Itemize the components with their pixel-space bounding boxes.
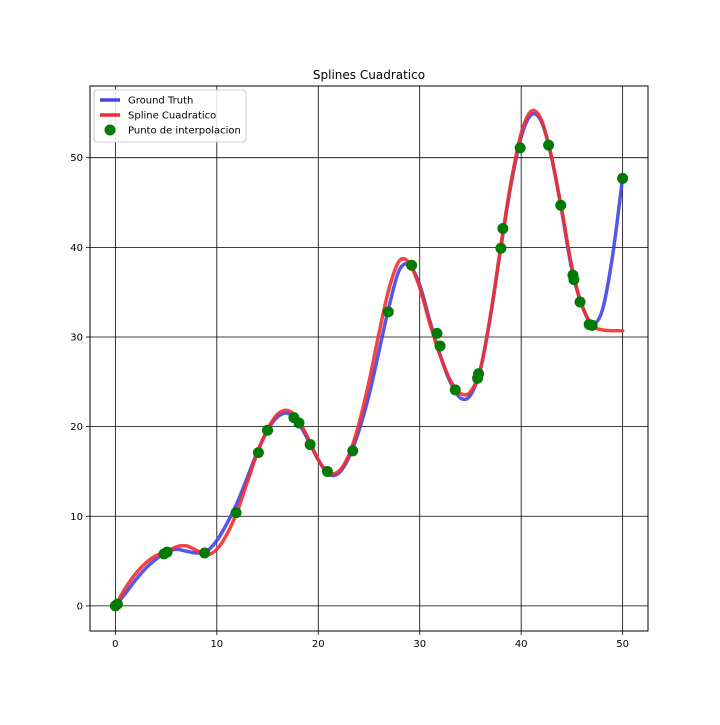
legend: Ground Truth Spline Cuadratico Punto de in…	[93, 89, 247, 143]
interpolation-point	[497, 223, 509, 235]
x-tick-label: 40	[515, 639, 528, 650]
interpolation-point	[111, 598, 123, 610]
x-tick-label: 10	[210, 639, 223, 650]
interpolation-point	[495, 242, 507, 254]
interpolation-point	[382, 306, 394, 318]
axis-ticks: 0 10 20 30 40 50 0 10 20 30 40 50	[70, 153, 629, 650]
interpolation-point	[406, 259, 418, 271]
x-tick-label: 20	[312, 639, 325, 650]
interpolation-point	[230, 507, 242, 519]
interpolation-point	[252, 447, 264, 459]
interpolation-point	[304, 439, 316, 451]
interpolation-point	[555, 199, 567, 211]
legend-label: Punto de interpolacion	[128, 126, 241, 137]
interpolation-point	[574, 296, 586, 308]
interpolation-point	[161, 546, 173, 558]
legend-marker-swatch	[104, 124, 116, 136]
interpolation-point	[586, 319, 598, 331]
interpolation-point	[347, 445, 359, 457]
series-layer	[109, 108, 629, 612]
legend-label: Spline Cuadratico	[128, 111, 216, 122]
interpolation-point	[199, 547, 211, 559]
y-tick-label: 50	[70, 153, 83, 164]
x-tick-label: 50	[616, 639, 629, 650]
interpolation-point	[321, 465, 333, 477]
legend-label: Ground Truth	[128, 96, 193, 107]
y-tick-label: 10	[70, 512, 83, 523]
legend-frame	[93, 89, 247, 143]
interpolation-point	[617, 172, 629, 184]
interpolation-point	[568, 274, 580, 286]
plot-frame	[89, 85, 649, 632]
y-tick-label: 40	[70, 243, 83, 254]
interpolation-point	[434, 340, 446, 352]
interpolation-point	[431, 327, 443, 339]
interpolation-point	[514, 142, 526, 154]
series-line-spline	[113, 108, 625, 608]
interpolation-point	[449, 384, 461, 396]
y-tick-label: 20	[70, 422, 83, 433]
chart-title: Splines Cuadratico	[313, 68, 425, 82]
series-line-ground-truth	[113, 111, 625, 608]
interpolation-point	[543, 139, 555, 151]
x-tick-label: 30	[413, 639, 426, 650]
interpolation-point	[262, 424, 274, 436]
interpolation-point	[473, 368, 485, 380]
interpolation-point	[293, 417, 305, 429]
x-tick-label: 0	[112, 639, 118, 650]
y-tick-label: 30	[70, 332, 83, 343]
y-tick-label: 0	[77, 601, 83, 612]
